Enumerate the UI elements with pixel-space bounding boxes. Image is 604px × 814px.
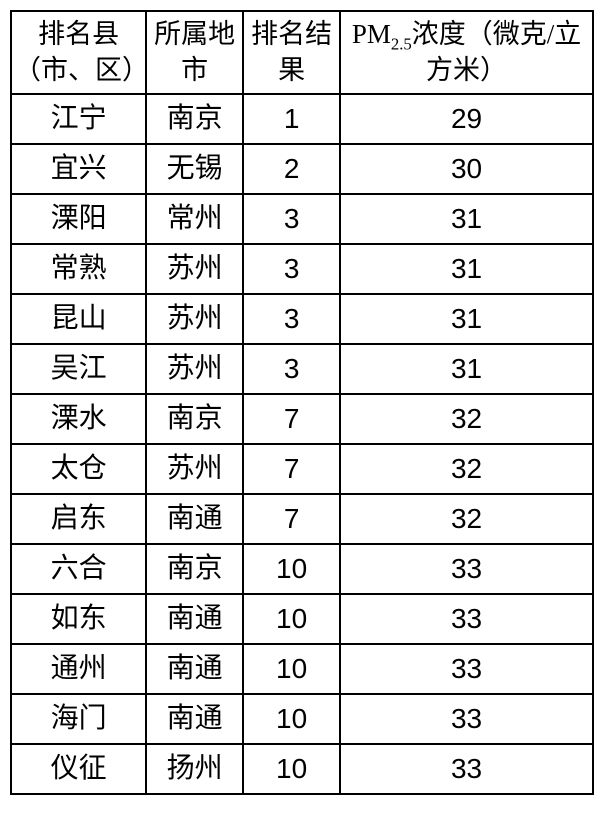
- table-row: 启东南通732: [11, 494, 593, 544]
- table-row: 仪征扬州1033: [11, 744, 593, 794]
- cell-county: 启东: [11, 494, 146, 544]
- table-row: 宜兴无锡230: [11, 144, 593, 194]
- cell-city: 南通: [146, 694, 243, 744]
- cell-county: 仪征: [11, 744, 146, 794]
- cell-county: 吴江: [11, 344, 146, 394]
- cell-pm25: 33: [340, 544, 593, 594]
- cell-pm25: 33: [340, 744, 593, 794]
- cell-county: 江宁: [11, 94, 146, 144]
- table-body: 江宁南京129 宜兴无锡230 溧阳常州331 常熟苏州331 昆山苏州331 …: [11, 94, 593, 794]
- cell-county: 溧阳: [11, 194, 146, 244]
- cell-rank: 3: [243, 294, 340, 344]
- cell-pm25: 32: [340, 444, 593, 494]
- table-row: 海门南通1033: [11, 694, 593, 744]
- cell-city: 南通: [146, 594, 243, 644]
- cell-city: 苏州: [146, 444, 243, 494]
- cell-rank: 3: [243, 194, 340, 244]
- cell-pm25: 31: [340, 194, 593, 244]
- cell-rank: 10: [243, 694, 340, 744]
- table-header-row: 排名县（市、区） 所属地市 排名结果 PM2.5浓度（微克/立方米）: [11, 11, 593, 94]
- cell-county: 通州: [11, 644, 146, 694]
- cell-pm25: 33: [340, 694, 593, 744]
- cell-rank: 3: [243, 244, 340, 294]
- cell-city: 无锡: [146, 144, 243, 194]
- table-row: 昆山苏州331: [11, 294, 593, 344]
- cell-rank: 7: [243, 444, 340, 494]
- cell-pm25: 31: [340, 244, 593, 294]
- cell-city: 常州: [146, 194, 243, 244]
- cell-pm25: 32: [340, 494, 593, 544]
- cell-city: 南通: [146, 644, 243, 694]
- table-row: 溧水南京732: [11, 394, 593, 444]
- cell-county: 如东: [11, 594, 146, 644]
- cell-city: 苏州: [146, 244, 243, 294]
- cell-pm25: 33: [340, 594, 593, 644]
- table-row: 通州南通1033: [11, 644, 593, 694]
- pm25-ranking-table: 排名县（市、区） 所属地市 排名结果 PM2.5浓度（微克/立方米） 江宁南京1…: [10, 10, 594, 795]
- cell-county: 昆山: [11, 294, 146, 344]
- col-header-pm25: PM2.5浓度（微克/立方米）: [340, 11, 593, 94]
- cell-rank: 3: [243, 344, 340, 394]
- cell-pm25: 30: [340, 144, 593, 194]
- cell-rank: 10: [243, 544, 340, 594]
- cell-city: 南京: [146, 544, 243, 594]
- cell-county: 太仓: [11, 444, 146, 494]
- cell-rank: 10: [243, 744, 340, 794]
- cell-county: 溧水: [11, 394, 146, 444]
- cell-county: 常熟: [11, 244, 146, 294]
- cell-rank: 7: [243, 494, 340, 544]
- cell-pm25: 33: [340, 644, 593, 694]
- col-header-rank: 排名结果: [243, 11, 340, 94]
- table-row: 吴江苏州331: [11, 344, 593, 394]
- table-row: 如东南通1033: [11, 594, 593, 644]
- cell-city: 扬州: [146, 744, 243, 794]
- cell-rank: 10: [243, 644, 340, 694]
- cell-pm25: 31: [340, 294, 593, 344]
- table-row: 六合南京1033: [11, 544, 593, 594]
- cell-city: 南通: [146, 494, 243, 544]
- cell-rank: 1: [243, 94, 340, 144]
- table-header: 排名县（市、区） 所属地市 排名结果 PM2.5浓度（微克/立方米）: [11, 11, 593, 94]
- cell-pm25: 32: [340, 394, 593, 444]
- col-header-city: 所属地市: [146, 11, 243, 94]
- cell-city: 苏州: [146, 344, 243, 394]
- table-row: 常熟苏州331: [11, 244, 593, 294]
- cell-county: 六合: [11, 544, 146, 594]
- table-row: 溧阳常州331: [11, 194, 593, 244]
- cell-rank: 7: [243, 394, 340, 444]
- cell-rank: 2: [243, 144, 340, 194]
- col-header-county: 排名县（市、区）: [11, 11, 146, 94]
- table-row: 江宁南京129: [11, 94, 593, 144]
- cell-pm25: 31: [340, 344, 593, 394]
- cell-rank: 10: [243, 594, 340, 644]
- cell-city: 南京: [146, 94, 243, 144]
- cell-city: 南京: [146, 394, 243, 444]
- cell-city: 苏州: [146, 294, 243, 344]
- table-row: 太仓苏州732: [11, 444, 593, 494]
- cell-pm25: 29: [340, 94, 593, 144]
- cell-county: 海门: [11, 694, 146, 744]
- cell-county: 宜兴: [11, 144, 146, 194]
